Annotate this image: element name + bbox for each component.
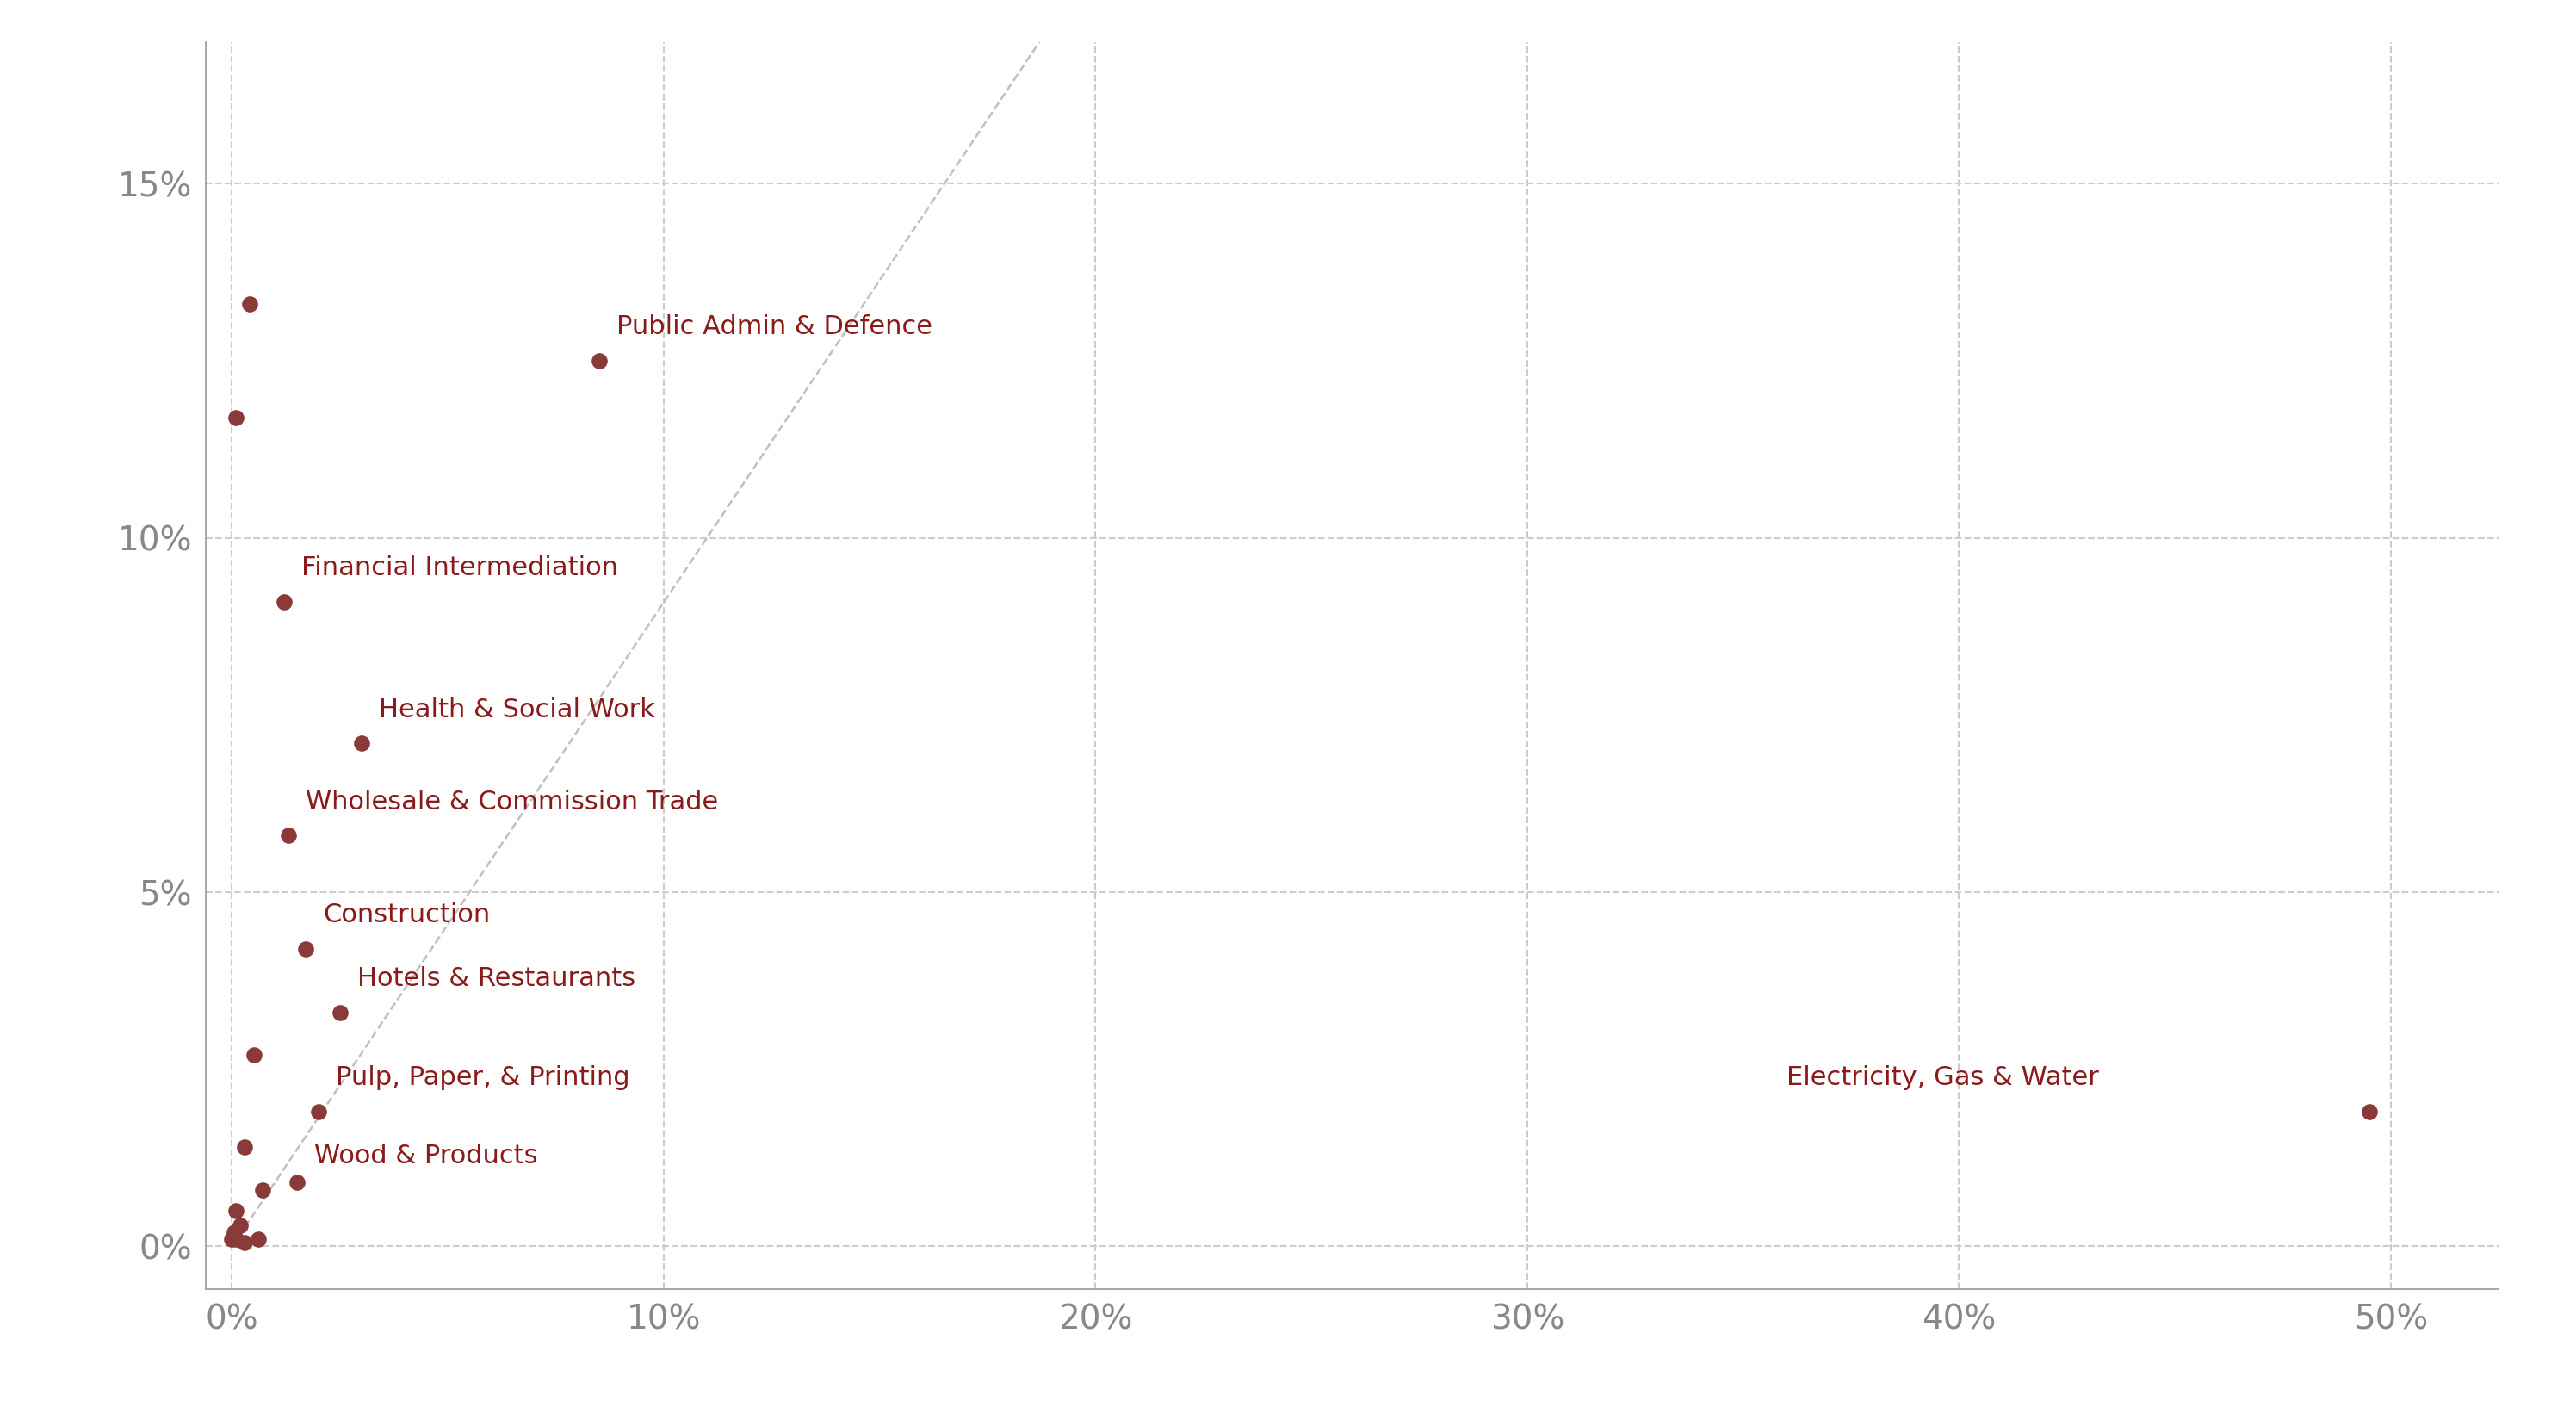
Point — [232, 1044, 273, 1066]
Point — [286, 937, 327, 960]
Point — [211, 1229, 252, 1251]
Point — [319, 1002, 361, 1024]
Text: Health & Social Work: Health & Social Work — [379, 698, 654, 722]
Text: Financial Intermediation: Financial Intermediation — [301, 555, 618, 580]
Point — [216, 1199, 258, 1222]
Text: Construction: Construction — [322, 902, 489, 927]
Point — [219, 1213, 260, 1236]
Point — [299, 1101, 340, 1124]
Point — [214, 1222, 255, 1244]
Point — [216, 406, 258, 429]
Point — [263, 590, 304, 612]
Point — [580, 350, 621, 373]
Text: Wholesale & Commission Trade: Wholesale & Commission Trade — [307, 789, 719, 814]
Point — [224, 1231, 265, 1254]
Text: Wood & Products: Wood & Products — [314, 1143, 538, 1168]
Text: Electricity, Gas & Water: Electricity, Gas & Water — [1785, 1066, 2099, 1090]
Text: Public Admin & Defence: Public Admin & Defence — [616, 315, 933, 339]
Point — [268, 824, 309, 846]
Text: Hotels & Restaurants: Hotels & Restaurants — [358, 967, 636, 992]
Point — [237, 1229, 278, 1251]
Point — [242, 1178, 283, 1201]
Point — [224, 1136, 265, 1159]
Point — [216, 1229, 258, 1251]
Point — [229, 293, 270, 315]
Point — [276, 1171, 317, 1194]
Text: Pulp, Paper, & Printing: Pulp, Paper, & Printing — [335, 1066, 629, 1090]
Point — [2349, 1101, 2391, 1124]
Point — [340, 733, 381, 755]
